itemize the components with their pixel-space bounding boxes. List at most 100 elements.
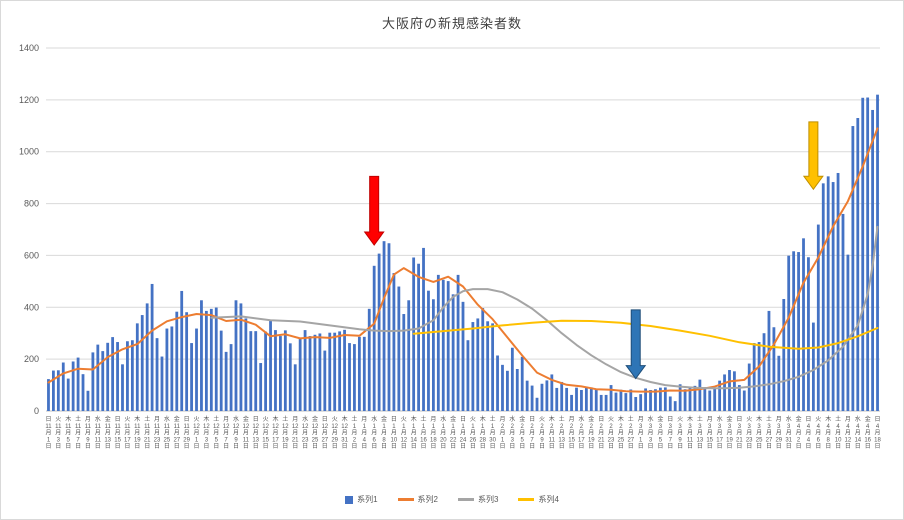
x-axis-label: 金 3 月 19 日 [726, 415, 733, 450]
y-axis-label: 600 [24, 250, 39, 260]
x-axis-label: 火 12 月 15 日 [262, 416, 269, 450]
legend-label-series3: 系列3 [478, 495, 499, 504]
y-axis-label: 1200 [19, 95, 39, 105]
line-系列3 [210, 225, 879, 390]
x-axis-label: 月 2 月 15 日 [568, 416, 575, 450]
x-axis-label: 水 12 月 9 日 [233, 415, 240, 450]
x-axis-label: 金 12 月 25 日 [312, 415, 319, 450]
x-axis-label: 金 1 月 22 日 [450, 415, 457, 450]
line-系列4 [412, 319, 879, 350]
x-axis-label: 日 11 月 29 日 [183, 416, 190, 450]
x-axis-label: 日 12 月 13 日 [252, 416, 259, 450]
x-axis-label: 日 11 月 1 日 [45, 416, 52, 450]
legend-item-series2[interactable]: 系列2 [397, 494, 438, 505]
x-axis-label: 木 12 月 31 日 [341, 415, 348, 450]
series3-line-swatch [458, 498, 474, 501]
legend-item-series4[interactable]: 系列4 [518, 494, 559, 505]
x-axis-label: 水 12 月 23 日 [302, 415, 309, 450]
x-axis-label: 月 12 月 21 日 [292, 416, 299, 450]
x-axis-labels: 日 11 月 1 日火 11 月 3 日木 11 月 5 日土 11 月 7 日月 11 月 9 日水 11 月 11 日金 11… [45, 415, 881, 450]
y-axis-label: 0 [34, 406, 39, 416]
series4-line-swatch [518, 498, 535, 501]
x-axis-label: 土 11 月 21 日 [144, 415, 151, 450]
x-axis-label: 金 11 月 13 日 [104, 415, 111, 450]
x-axis-label: 火 11 月 3 日 [55, 416, 62, 450]
x-axis-label: 水 3 月 17 日 [716, 415, 723, 450]
series1-bar-swatch [345, 495, 354, 504]
legend-item-series3[interactable]: 系列3 [458, 494, 498, 505]
x-axis-label: 木 12 月 3 日 [203, 415, 210, 450]
x-axis-label: 月 11 月 9 日 [85, 416, 92, 450]
x-axis-label: 土 2 月 13 日 [558, 415, 565, 450]
legend-label-series2: 系列2 [417, 495, 438, 504]
line-系列2 [47, 127, 879, 393]
y-axis-label: 400 [24, 302, 39, 312]
x-axis-label: 月 1 月 18 日 [430, 416, 437, 450]
x-axis-label: 日 11 月 15 日 [114, 416, 121, 450]
x-axis-label: 木 1 月 28 日 [479, 415, 486, 450]
y-axis-label: 200 [24, 354, 39, 364]
legend: 系列1 系列2 系列3 系列4 [1, 494, 903, 505]
x-axis-label: 木 1 月 14 日 [410, 415, 417, 450]
legend-label-series4: 系列4 [538, 495, 559, 504]
red-arrow [363, 175, 385, 246]
x-axis-label: 土 12 月 19 日 [282, 415, 289, 450]
x-axis-label: 月 4 月 12 日 [845, 416, 852, 450]
x-axis-label: 土 3 月 13 日 [697, 415, 704, 450]
x-axis-label: 水 11 月 11 日 [95, 415, 102, 450]
x-axis-label: 日 3 月 21 日 [736, 416, 743, 450]
x-axis-label: 土 11 月 7 日 [75, 415, 82, 450]
x-axis-label: 火 3 月 23 日 [746, 416, 753, 450]
x-axis-label: 木 12 月 17 日 [272, 415, 279, 450]
bars-series1 [47, 94, 879, 412]
x-axis-label: 水 1 月 20 日 [440, 415, 447, 450]
x-axis-label: 木 3 月 11 日 [687, 415, 694, 450]
x-axis-label: 火 12 月 1 日 [193, 416, 200, 450]
x-axis-label: 金 12 月 11 日 [243, 415, 250, 450]
x-axis-label: 木 2 月 25 日 [618, 415, 625, 450]
x-axis-label: 金 2 月 19 日 [588, 415, 595, 450]
x-axis-label: 日 1 月 10 日 [391, 416, 398, 450]
x-axis-label: 日 1 月 24 日 [460, 416, 467, 450]
y-axis-label: 1400 [19, 43, 39, 53]
x-axis-label: 水 2 月 17 日 [578, 415, 585, 450]
legend-label-series1: 系列1 [357, 495, 378, 504]
x-axis-label: 水 4 月 14 日 [854, 415, 861, 450]
x-axis-label: 土 12 月 5 日 [213, 415, 220, 450]
x-axis-label: 土 4 月 10 日 [835, 415, 842, 450]
x-axis-label: 土 1 月 16 日 [420, 415, 427, 450]
x-axis-label: 土 1 月 30 日 [489, 415, 496, 450]
blue-arrow [625, 309, 647, 380]
x-axis-label: 月 11 月 23 日 [154, 416, 161, 450]
x-axis-label: 金 4 月 16 日 [864, 415, 871, 450]
x-axis-label: 土 2 月 27 日 [627, 415, 634, 450]
x-axis-label: 火 11 月 17 日 [124, 416, 131, 450]
x-axis-label: 月 12 月 7 日 [223, 416, 230, 450]
x-axis-label: 木 11 月 5 日 [65, 415, 72, 450]
x-axis-label: 日 12 月 27 日 [321, 416, 328, 450]
chart-title: 大阪府の新規感染者数 [381, 16, 522, 31]
x-axis-label: 木 2 月 11 日 [549, 415, 556, 450]
legend-item-series1[interactable]: 系列1 [345, 494, 378, 505]
y-axis-label: 1000 [19, 147, 39, 157]
x-axis-label: 火 1 月 26 日 [470, 416, 477, 450]
